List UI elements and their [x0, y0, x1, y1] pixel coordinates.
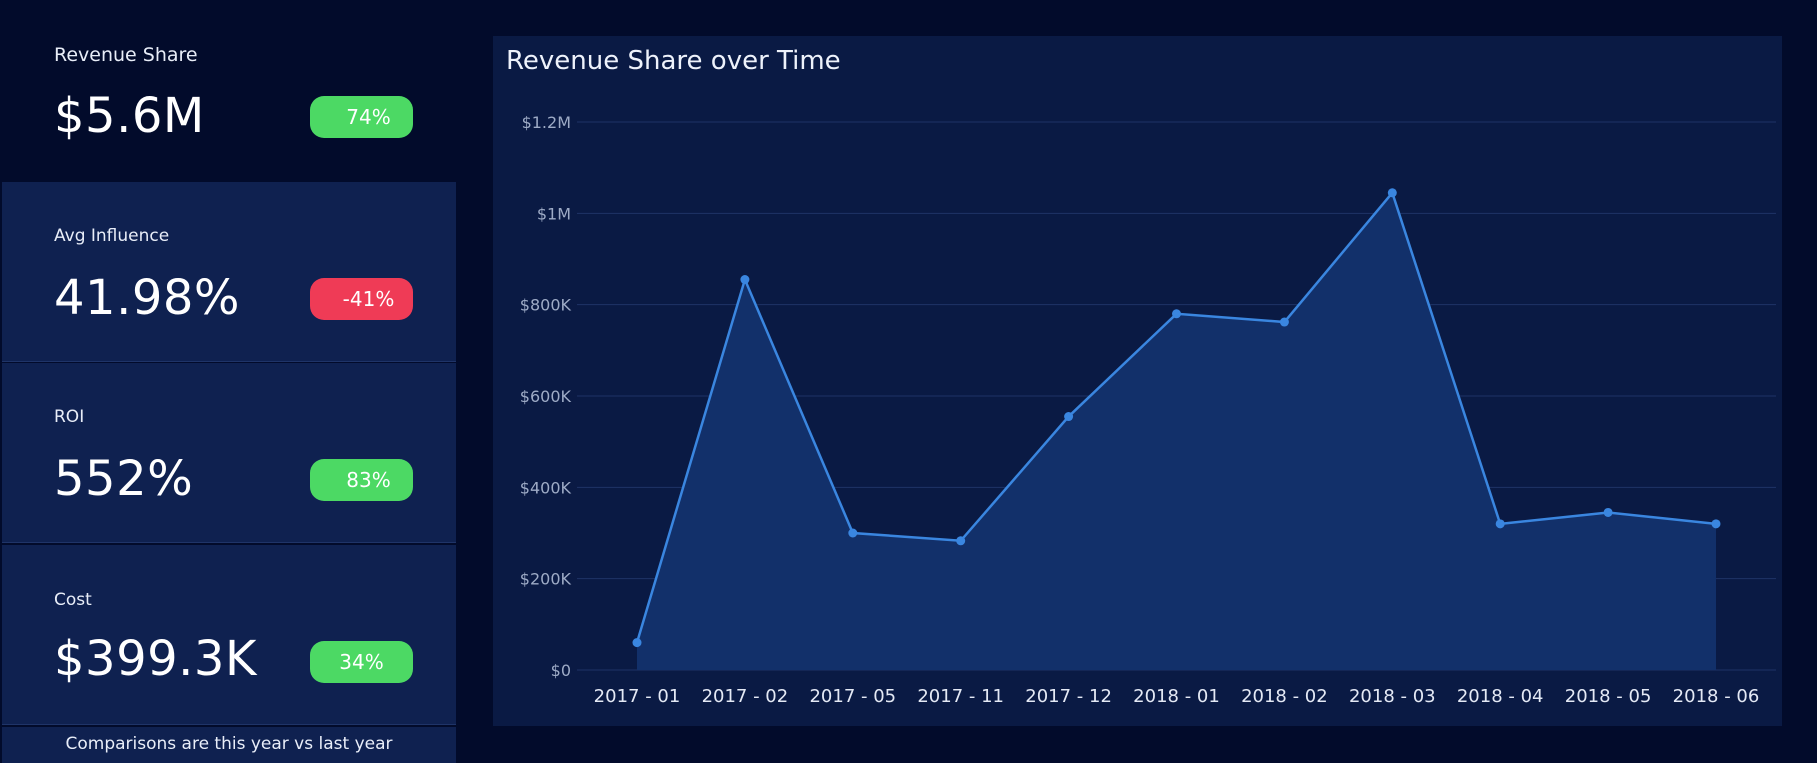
x-tick-label: 2018 - 06 [1673, 686, 1760, 707]
chart-title: Revenue Share over Time [506, 46, 841, 76]
y-tick-label: $1.2M [522, 113, 571, 132]
x-axis-ticks: 2017 - 01 2017 - 02 2017 - 05 2017 - 11 2017… [594, 686, 1760, 707]
x-tick-label: 2018 - 02 [1241, 686, 1328, 707]
data-point[interactable] [1279, 317, 1289, 327]
x-tick-label: 2018 - 03 [1349, 686, 1436, 707]
area-path [637, 192, 1716, 671]
kpi-label: Avg Influence [54, 226, 170, 246]
y-tick-label: $800K [520, 296, 572, 315]
kpi-card-cost[interactable]: Cost $399.3K 34% [2, 545, 456, 725]
area-fill [637, 192, 1716, 671]
kpi-column: Revenue Share $5.6M 74% Avg Influence 41… [2, 0, 456, 763]
data-point[interactable] [956, 536, 966, 546]
y-tick-label: $0 [551, 661, 571, 680]
data-point[interactable] [848, 528, 858, 538]
revenue-share-chart: $0 $200K $400K $600K $800K $1M $1.2M 2017 - 01… [520, 113, 1776, 707]
comparison-footnote: Comparisons are this year vs last year [2, 727, 456, 763]
x-tick-label: 2018 - 01 [1133, 686, 1220, 707]
data-point[interactable] [632, 638, 642, 648]
data-point[interactable] [1387, 188, 1397, 198]
kpi-label: ROI [54, 407, 85, 427]
data-point[interactable] [1172, 309, 1181, 319]
kpi-value: 552% [54, 451, 194, 507]
kpi-value: 41.98% [54, 270, 241, 326]
x-tick-label: 2018 - 04 [1457, 686, 1544, 707]
data-point[interactable] [1495, 519, 1505, 529]
kpi-change-badge: 83% [310, 459, 413, 501]
x-tick-label: 2018 - 05 [1565, 686, 1652, 707]
x-tick-label: 2017 - 12 [1025, 686, 1112, 707]
y-tick-label: $400K [520, 478, 572, 497]
x-tick-label: 2017 - 05 [809, 686, 896, 707]
y-tick-label: $200K [520, 570, 572, 589]
y-tick-label: $1M [537, 204, 571, 223]
kpi-value: $399.3K [54, 631, 257, 687]
kpi-change-badge: 74% [310, 96, 413, 138]
kpi-value: $5.6M [54, 88, 205, 144]
y-tick-label: $600K [520, 387, 572, 406]
kpi-label: Cost [54, 590, 92, 610]
kpi-card-avg-influence[interactable]: Avg Influence 41.98% -41% [2, 182, 456, 362]
x-tick-label: 2017 - 02 [702, 686, 789, 707]
kpi-card-roi[interactable]: ROI 552% 83% [2, 363, 456, 543]
y-axis-ticks: $0 $200K $400K $600K $800K $1M $1.2M [520, 113, 572, 680]
x-tick-label: 2017 - 01 [594, 686, 681, 707]
chart-panel: Revenue Share over Time $0 $200K $400K $600… [493, 36, 1782, 726]
data-point[interactable] [1064, 412, 1074, 422]
data-point[interactable] [740, 275, 750, 285]
kpi-label: Revenue Share [54, 44, 198, 66]
data-point[interactable] [1711, 519, 1721, 529]
kpi-change-badge: -41% [310, 278, 413, 320]
kpi-card-revenue-share[interactable]: Revenue Share $5.6M 74% [2, 0, 456, 180]
kpi-change-badge: 34% [310, 641, 413, 683]
data-point[interactable] [1603, 507, 1613, 517]
data-points [632, 188, 1721, 648]
x-tick-label: 2017 - 11 [917, 686, 1004, 707]
